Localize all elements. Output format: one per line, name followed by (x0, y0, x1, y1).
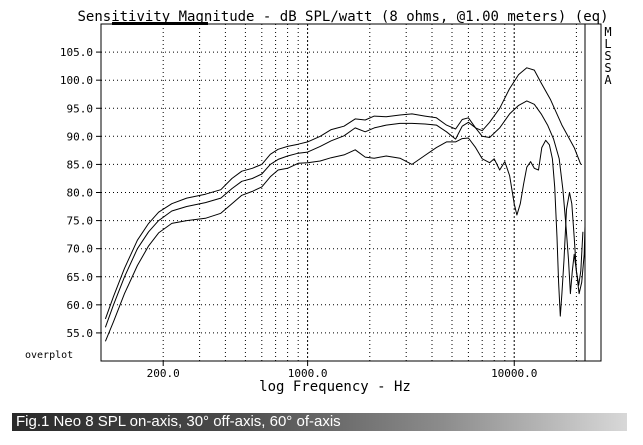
side-label-letter: M (604, 25, 611, 39)
side-label-letter: A (604, 73, 612, 87)
series-line-3 (104, 137, 586, 342)
y-tick-label: 100.0 (60, 74, 93, 87)
side-label-letter: S (604, 61, 611, 75)
y-tick-label: 55.0 (67, 327, 94, 340)
overplot-label: overplot (25, 350, 73, 361)
spl-chart: Sensitivity Magnitude - dB SPL/watt (8 o… (25, 9, 612, 395)
y-tick-label: 95.0 (67, 102, 94, 115)
y-tick-label: 85.0 (67, 158, 94, 171)
x-tick-label: 1000.0 (288, 367, 328, 380)
y-tick-label: 65.0 (67, 271, 94, 284)
side-label-letter: S (604, 49, 611, 63)
chart-title: Sensitivity Magnitude - dB SPL/watt (8 o… (77, 9, 608, 25)
y-tick-label: 80.0 (67, 187, 94, 200)
y-tick-label: 90.0 (67, 130, 94, 143)
series-group (104, 67, 586, 342)
side-label-letter: L (604, 37, 611, 51)
y-tick-label: 105.0 (60, 46, 93, 59)
y-axis-ticks: 105.0 100.0 95.0 90.0 85.0 80.0 75.0 70.0 65.0 60… (60, 46, 101, 340)
x-axis-ticks: 200.0 1000.0 10000.0 (147, 361, 537, 380)
series-line-1 (104, 67, 582, 320)
x-tick-label: 200.0 (147, 367, 180, 380)
x-tick-label: 10000.0 (491, 367, 537, 380)
series-line-2 (104, 100, 584, 328)
figure-caption: Fig.1 Neo 8 SPL on-axis, 30° off-axis, 6… (16, 413, 341, 430)
y-tick-label: 60.0 (67, 299, 94, 312)
figure-caption-bar: Fig.1 Neo 8 SPL on-axis, 30° off-axis, 6… (12, 413, 627, 431)
y-tick-label: 70.0 (67, 243, 94, 256)
y-tick-label: 75.0 (67, 215, 94, 228)
x-axis-label: log Frequency - Hz (259, 379, 411, 395)
chart-grid (101, 24, 585, 361)
